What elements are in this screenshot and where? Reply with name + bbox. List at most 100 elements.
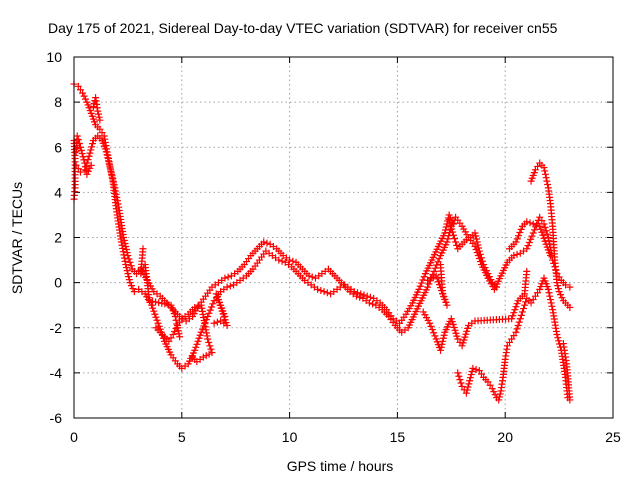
plus-marker xyxy=(523,267,531,275)
plus-marker xyxy=(527,235,535,243)
plus-marker xyxy=(544,180,552,188)
plus-marker xyxy=(541,170,549,178)
plus-marker xyxy=(151,310,159,318)
plus-marker xyxy=(512,238,520,246)
plus-marker xyxy=(169,331,177,339)
plus-marker xyxy=(542,227,550,235)
plus-marker xyxy=(115,203,123,211)
plus-marker xyxy=(323,289,331,297)
plus-marker xyxy=(106,163,114,171)
plus-marker xyxy=(522,298,530,306)
plus-marker xyxy=(517,225,525,233)
plus-marker xyxy=(95,113,103,121)
plus-marker xyxy=(74,136,82,144)
plus-marker xyxy=(365,299,373,307)
plus-marker xyxy=(540,234,548,242)
plus-marker xyxy=(111,184,119,192)
plus-marker xyxy=(536,222,544,230)
plus-marker xyxy=(120,234,128,241)
plus-marker xyxy=(511,306,519,314)
plus-marker xyxy=(122,243,130,251)
plus-marker xyxy=(544,234,552,241)
plus-marker xyxy=(446,219,454,227)
plus-marker xyxy=(437,284,445,292)
plus-marker xyxy=(547,299,555,307)
plus-marker xyxy=(360,291,368,299)
plus-marker xyxy=(148,301,156,309)
plus-marker xyxy=(172,316,180,324)
plus-marker xyxy=(145,297,153,305)
plus-marker xyxy=(104,154,112,162)
plus-marker xyxy=(544,285,552,293)
plus-marker xyxy=(514,321,522,329)
y-tick-label: -4 xyxy=(50,365,63,381)
plus-marker xyxy=(452,238,460,246)
plus-marker xyxy=(449,228,457,236)
plus-marker xyxy=(493,283,501,291)
plus-marker xyxy=(469,364,477,372)
plus-marker xyxy=(118,241,126,249)
plus-marker xyxy=(529,229,537,237)
plus-marker xyxy=(110,181,118,189)
plus-marker xyxy=(121,240,129,248)
plus-marker xyxy=(86,164,94,172)
plus-marker xyxy=(84,167,92,175)
plus-marker xyxy=(495,393,503,401)
plus-marker xyxy=(124,252,132,260)
plus-marker xyxy=(531,226,539,234)
y-tick-label: 0 xyxy=(54,275,62,291)
plus-marker xyxy=(173,320,181,328)
plus-marker xyxy=(525,238,533,246)
x-tick-label: 15 xyxy=(390,429,406,445)
plus-marker xyxy=(521,301,529,309)
plus-marker xyxy=(108,172,116,180)
plus-marker xyxy=(555,288,563,296)
series-main-trace xyxy=(70,80,574,372)
plus-marker xyxy=(107,169,115,177)
plus-marker xyxy=(85,152,93,160)
plus-marker xyxy=(485,273,493,281)
plus-marker xyxy=(94,110,102,118)
plus-marker xyxy=(150,307,158,315)
plus-marker xyxy=(155,299,163,307)
plus-marker xyxy=(474,241,482,249)
plus-marker xyxy=(223,283,231,291)
plus-marker xyxy=(356,293,364,301)
plus-marker xyxy=(149,297,157,305)
plus-marker xyxy=(314,285,322,293)
plus-marker xyxy=(191,346,199,354)
x-tick-label: 20 xyxy=(497,429,513,445)
plus-marker xyxy=(438,340,446,348)
plus-marker xyxy=(221,274,229,282)
plus-marker xyxy=(451,235,459,243)
plus-marker xyxy=(149,304,157,312)
plus-marker xyxy=(442,226,450,234)
plus-marker xyxy=(473,238,481,246)
plus-marker xyxy=(546,292,554,300)
plus-marker xyxy=(76,143,84,151)
plus-marker xyxy=(83,170,91,178)
plus-marker xyxy=(124,270,132,278)
plus-marker xyxy=(445,215,453,223)
plus-marker xyxy=(159,334,167,342)
plus-marker xyxy=(456,376,464,384)
plus-marker xyxy=(192,343,200,351)
plus-marker xyxy=(123,267,131,275)
plus-marker xyxy=(538,228,546,236)
plus-marker xyxy=(462,236,470,244)
plus-marker xyxy=(512,328,520,336)
plus-marker xyxy=(543,177,551,185)
plus-marker xyxy=(528,232,536,240)
plus-marker xyxy=(415,285,423,293)
plus-marker xyxy=(425,280,433,288)
plus-marker xyxy=(553,331,561,339)
plus-marker xyxy=(153,316,161,324)
plus-marker xyxy=(443,220,451,228)
plus-marker xyxy=(513,325,521,333)
plus-marker xyxy=(122,261,130,269)
plus-marker xyxy=(554,282,562,290)
plus-marker xyxy=(440,331,448,339)
plus-marker xyxy=(487,276,495,284)
plus-marker xyxy=(104,157,112,165)
